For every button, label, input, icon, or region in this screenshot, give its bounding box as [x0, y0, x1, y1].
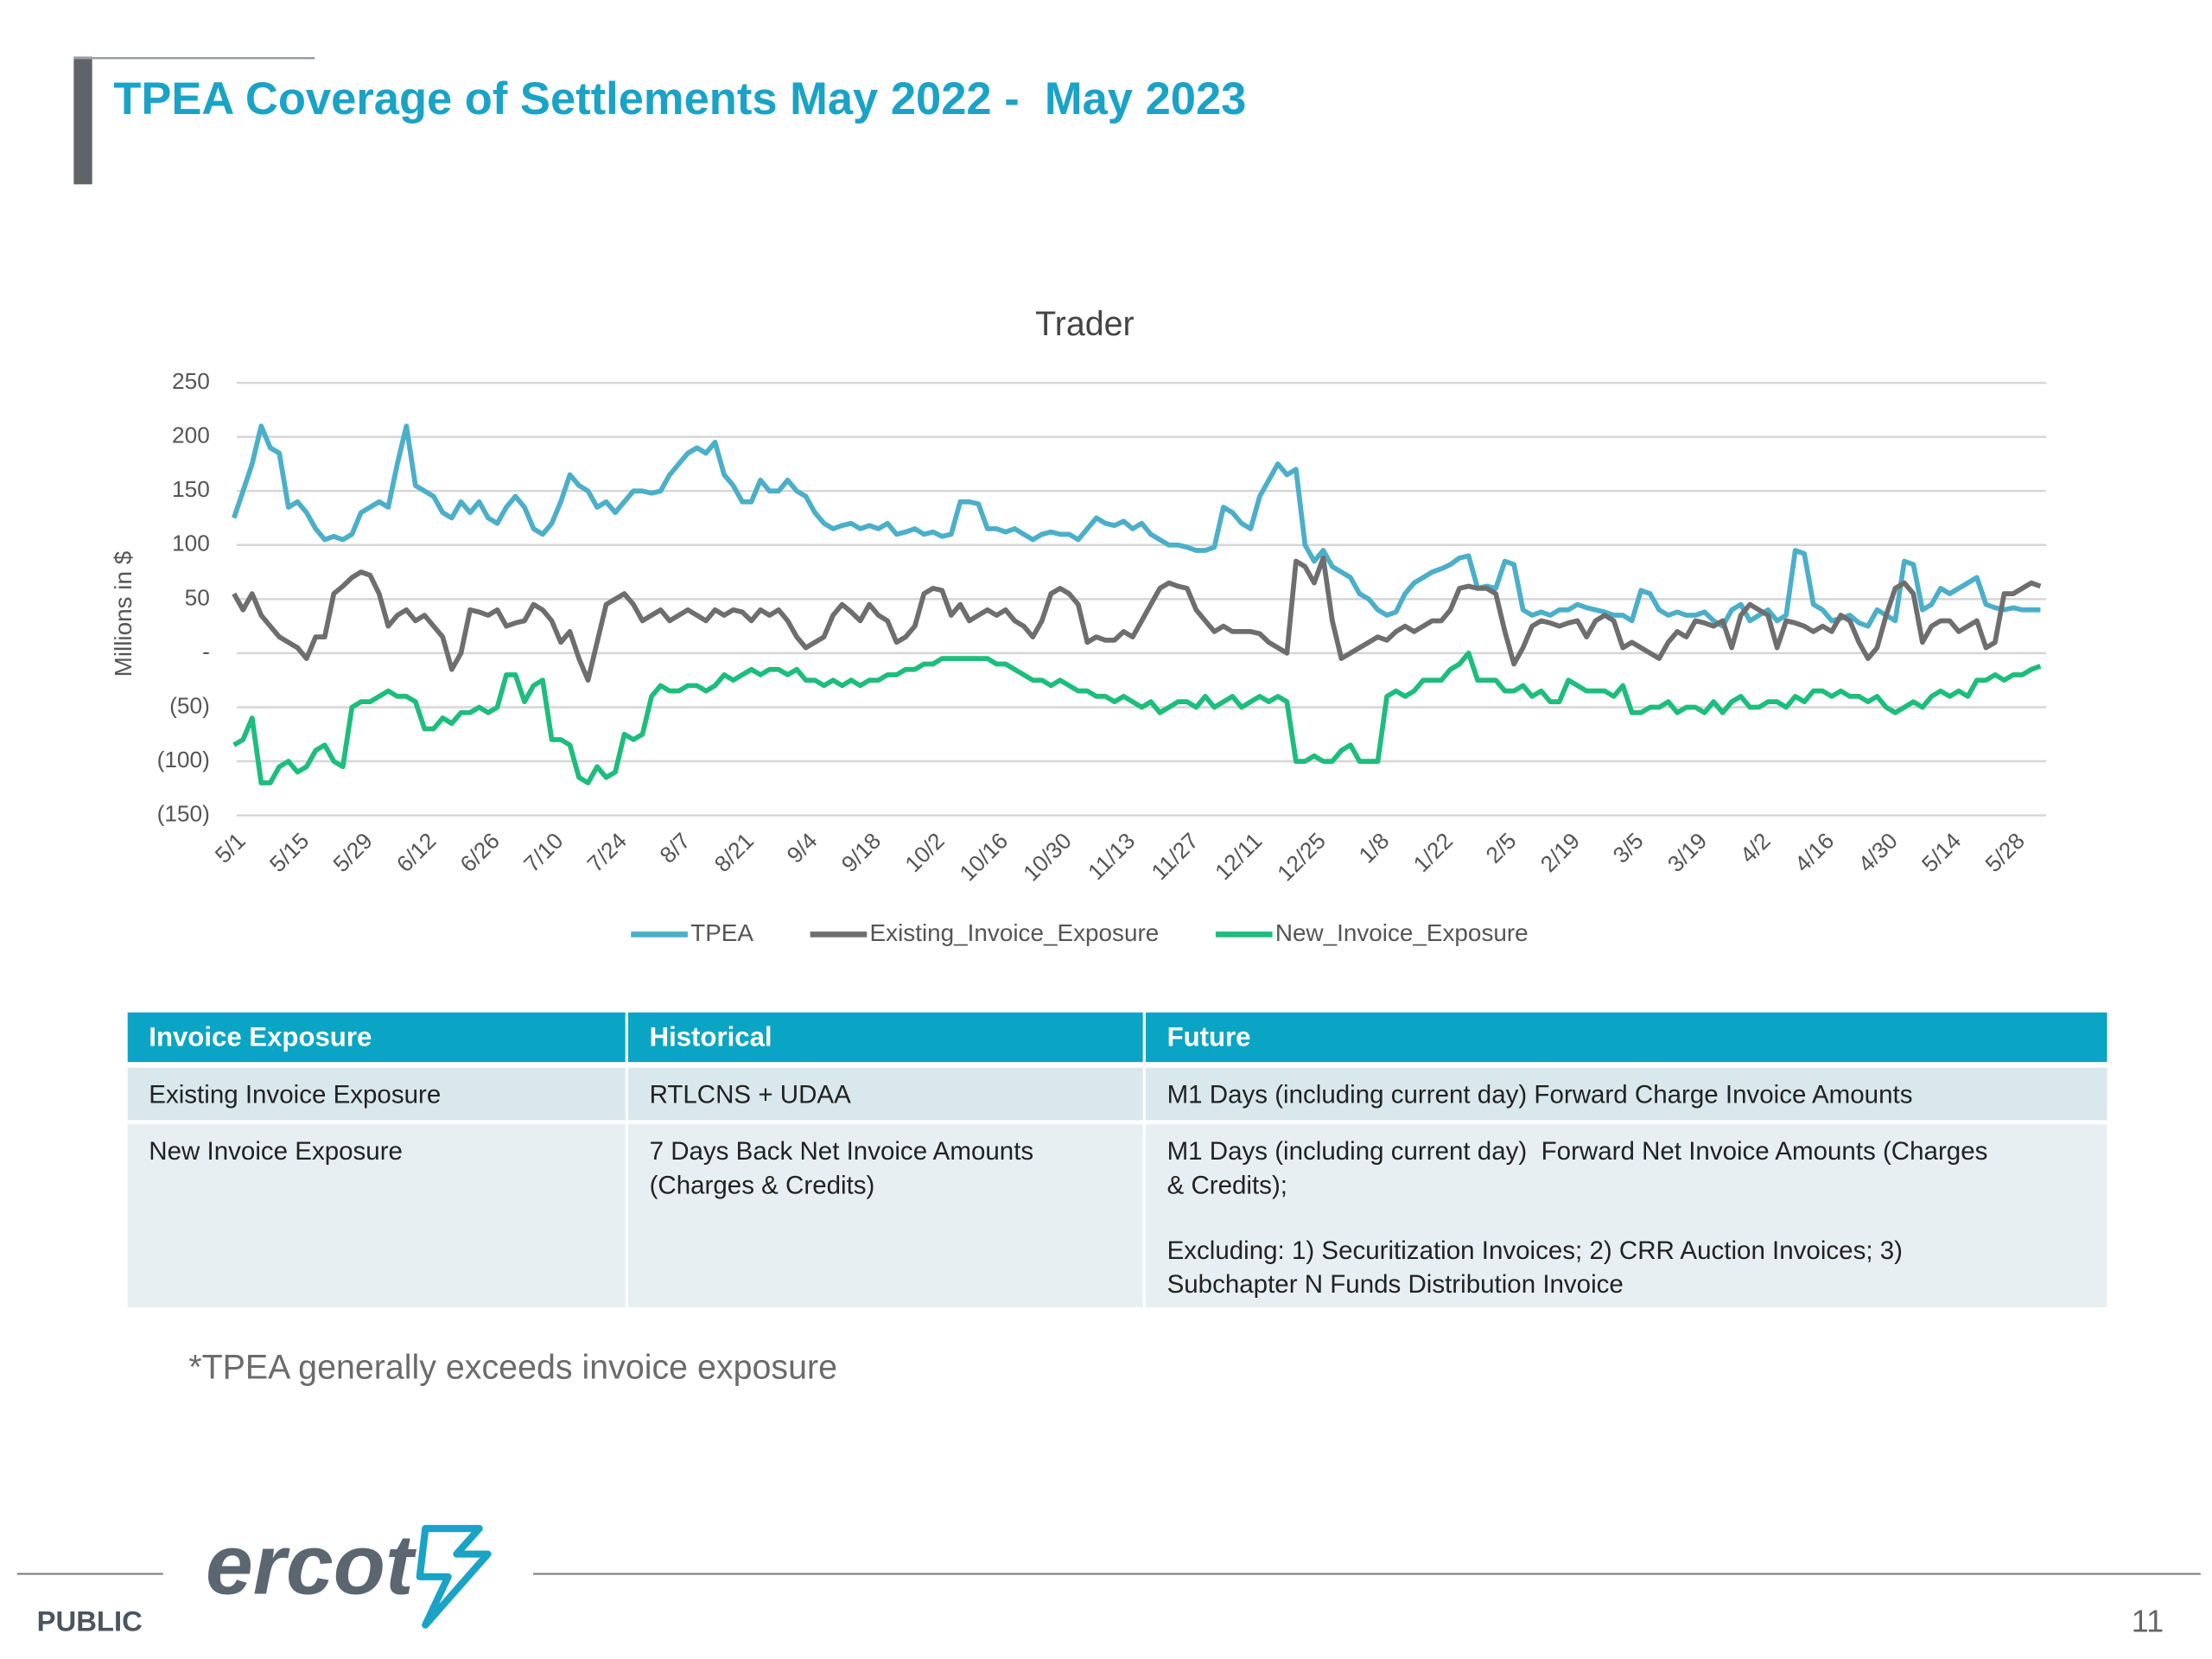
x-tick-label: 1/22 [1408, 828, 1458, 877]
x-tick-label: 5/14 [1916, 828, 1966, 877]
y-tick-label: 150 [172, 476, 210, 502]
y-tick-label: (150) [157, 801, 210, 827]
logo-text: ercot [206, 1516, 417, 1611]
x-tick-label: 3/19 [1662, 828, 1712, 877]
table-cell-text: M1 Days (including current day) Forward … [1167, 1137, 1988, 1166]
x-tick-label: 5/29 [328, 828, 378, 877]
table-cell [127, 1124, 626, 1308]
table-cell [127, 1067, 626, 1121]
x-tick-label: 9/18 [836, 828, 886, 877]
table-header-text: Invoice Exposure [149, 1021, 372, 1052]
classification: PUBLIC [37, 1605, 143, 1637]
y-tick-label: 200 [172, 423, 210, 448]
legend-label: Existing_Invoice_Exposure [870, 919, 1160, 946]
table-header-cell [127, 1012, 626, 1063]
y-tick-label: 100 [172, 531, 210, 556]
table-header-cell [1145, 1012, 2107, 1063]
table-cell-text: M1 Days (including current day) Forward … [1167, 1080, 1913, 1109]
title-bar [73, 56, 92, 185]
x-tick-label: 5/15 [264, 828, 314, 877]
table-cell-text: Subchapter N Funds Distribution Invoice [1167, 1270, 1624, 1299]
table-cell-text: (Charges & Credits) [650, 1171, 875, 1199]
x-tick-label: 5/28 [1980, 828, 2030, 877]
table-cell [1145, 1124, 2107, 1308]
y-axis-label: Millions in $ [110, 550, 137, 677]
table-header-cell [627, 1012, 1143, 1063]
note: *TPEA generally exceeds invoice exposure [188, 1349, 837, 1387]
x-tick-label: 4/16 [1789, 828, 1839, 877]
y-tick-label: 250 [172, 368, 210, 394]
chart-title: Trader [1035, 305, 1135, 343]
page-number: 11 [2132, 1604, 2164, 1639]
x-tick-label: 2/19 [1535, 828, 1585, 877]
page-title: TPEA Coverage of Settlements May 2022 - … [113, 73, 1246, 124]
table-cell [627, 1124, 1143, 1308]
logo-mark [416, 1524, 492, 1629]
x-tick-label: 3/5 [1608, 828, 1649, 868]
x-tick-label: 10/2 [899, 828, 949, 877]
x-tick-label: 11/27 [1147, 828, 1204, 885]
table-cell-text: RTLCNS + UDAA [650, 1080, 851, 1109]
x-tick-label: 6/12 [391, 828, 441, 877]
table-cell-text: 7 Days Back Net Invoice Amounts [650, 1137, 1034, 1166]
x-tick-label: 5/1 [210, 828, 251, 868]
y-tick-label: 50 [185, 584, 210, 610]
x-tick-label: 9/4 [782, 828, 823, 868]
table-cell-text: Excluding: 1) Securitization Invoices; 2… [1167, 1236, 1903, 1265]
table-cell [1145, 1067, 2107, 1121]
x-tick-label: 4/30 [1853, 828, 1902, 877]
table-cell-text: & Credits); [1167, 1171, 1287, 1199]
x-tick-label: 7/24 [582, 828, 632, 877]
x-tick-label: 8/21 [709, 828, 759, 877]
x-tick-label: 7/10 [518, 828, 568, 877]
y-tick-label: (50) [169, 692, 210, 718]
x-tick-label: 2/5 [1481, 828, 1522, 868]
x-tick-label: 4/2 [1735, 828, 1776, 868]
series-line [232, 650, 2042, 785]
x-tick-label: 1/8 [1353, 828, 1394, 868]
legend-label: New_Invoice_Exposure [1275, 919, 1529, 946]
series-line [232, 555, 2042, 683]
table-header-text: Historical [650, 1021, 772, 1052]
legend-label: TPEA [690, 919, 753, 946]
y-tick-label: (100) [157, 747, 210, 772]
x-tick-label: 12/25 [1272, 828, 1331, 887]
x-tick-label: 6/26 [455, 828, 505, 877]
table-header-text: Future [1167, 1021, 1251, 1052]
x-tick-label: 10/30 [1018, 828, 1077, 887]
y-tick-label: - [202, 639, 210, 664]
table-cell-text: Existing Invoice Exposure [149, 1080, 441, 1109]
x-tick-label: 11/13 [1083, 828, 1140, 885]
series-line [232, 423, 2041, 629]
x-tick-label: 8/7 [655, 828, 696, 868]
x-tick-label: 12/11 [1210, 828, 1267, 885]
x-tick-label: 10/16 [955, 828, 1014, 887]
table-cell [627, 1067, 1143, 1121]
table-cell-text: New Invoice Exposure [149, 1137, 403, 1166]
